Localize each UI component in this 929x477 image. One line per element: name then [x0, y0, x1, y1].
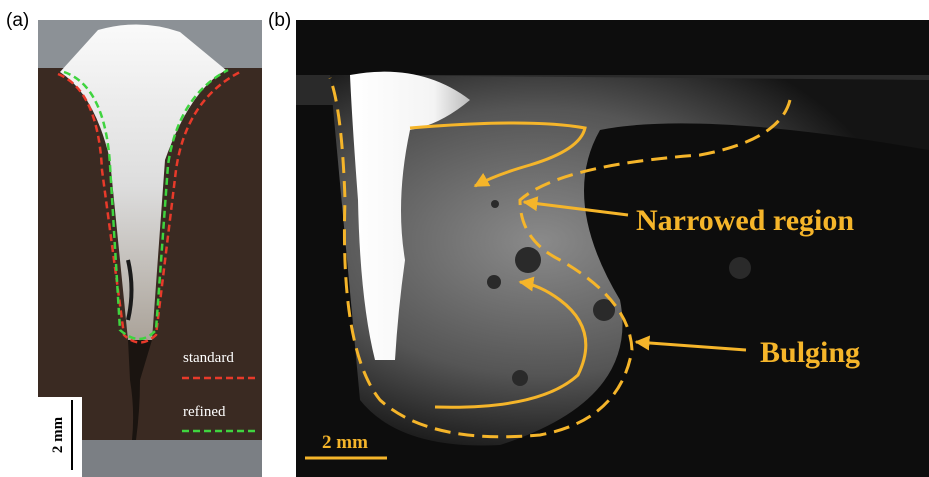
figure: standard refined 2 mm (a) Narrowed regio… [0, 0, 929, 477]
scale-bar-label: 2 mm [322, 432, 368, 453]
lower-plate [82, 440, 262, 477]
legend-label: refined [183, 404, 226, 420]
legend-label: standard [183, 350, 234, 366]
annotation: Bulging [760, 336, 860, 369]
scale-bar-label: 2 mm [50, 416, 66, 453]
panel-a: standard refined 2 mm (a) [6, 10, 262, 477]
panel-label: (a) [6, 10, 29, 31]
panel-b: Narrowed region Bulging 2 mm (b) [268, 10, 929, 477]
panel-label: (b) [268, 10, 291, 31]
annotation: Narrowed region [636, 204, 854, 237]
